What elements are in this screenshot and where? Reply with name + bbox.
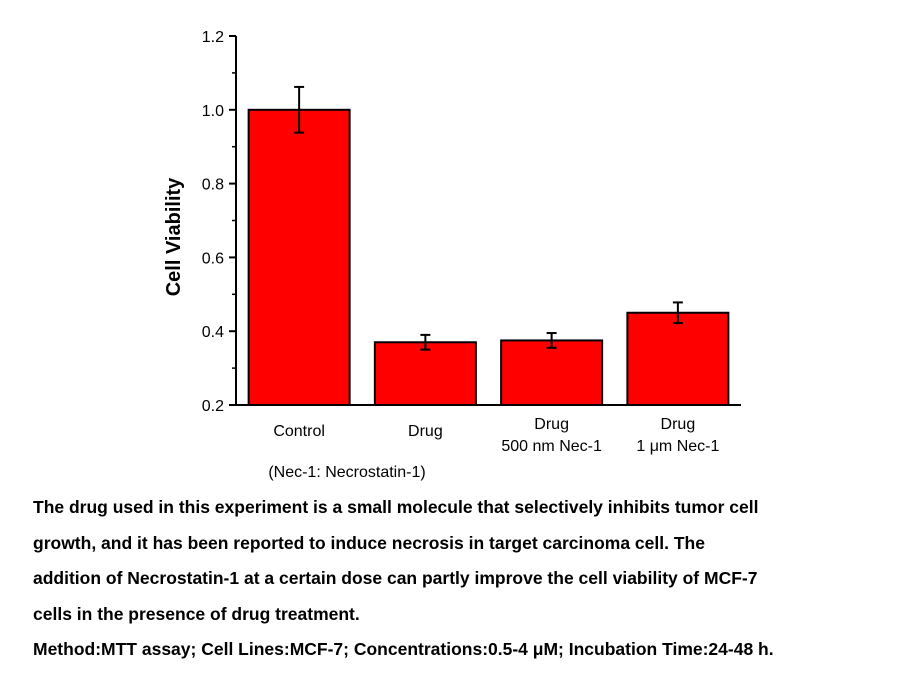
- y-tick-label: 1.0: [202, 103, 224, 120]
- x-category-label: Drug: [661, 416, 696, 433]
- method-line: Method:MTT assay; Cell Lines:MCF-7; Conc…: [33, 632, 893, 668]
- bar: [626, 311, 730, 406]
- x-category-label: Drug: [534, 416, 569, 433]
- bar: [500, 339, 604, 406]
- chart-labels: 0.2 0.4 0.6 0.8 1.0 1.2 Control Drug Drug 500 nm …: [202, 29, 720, 455]
- caption-line: addition of Necrostatin-1 at a certain d…: [33, 568, 758, 588]
- caption-line: cells in the presence of drug treatment.: [33, 603, 360, 624]
- chart-bars: [247, 85, 730, 407]
- caption: The drug used in this experiment is a sm…: [33, 490, 893, 632]
- bar-chart: 0.2 0.4 0.6 0.8 1.0 1.2 Control Drug Drug 500 nm …: [163, 29, 741, 481]
- bar: [247, 108, 351, 407]
- bar: [373, 341, 477, 406]
- y-tick-label: 0.8: [202, 177, 224, 194]
- caption-line: The drug used in this experiment is a sm…: [33, 497, 759, 517]
- y-tick-label: 0.2: [202, 398, 224, 415]
- y-axis-label: Cell Viability: [163, 177, 185, 296]
- method-text: Method:MTT assay; Cell Lines:MCF-7; Conc…: [33, 639, 774, 659]
- caption-line: growth, and it has been reported to indu…: [33, 532, 705, 553]
- footnote: (Nec-1: Necrostatin-1): [268, 464, 425, 481]
- y-tick-label: 0.6: [202, 250, 224, 267]
- y-tick-label: 0.4: [202, 324, 224, 341]
- x-category-label: Control: [273, 423, 325, 440]
- y-tick-label: 1.2: [202, 29, 224, 46]
- x-category-label: 500 nm Nec-1: [501, 438, 602, 455]
- x-category-label: 1 μm Nec-1: [636, 438, 719, 455]
- x-category-label: Drug: [408, 423, 443, 440]
